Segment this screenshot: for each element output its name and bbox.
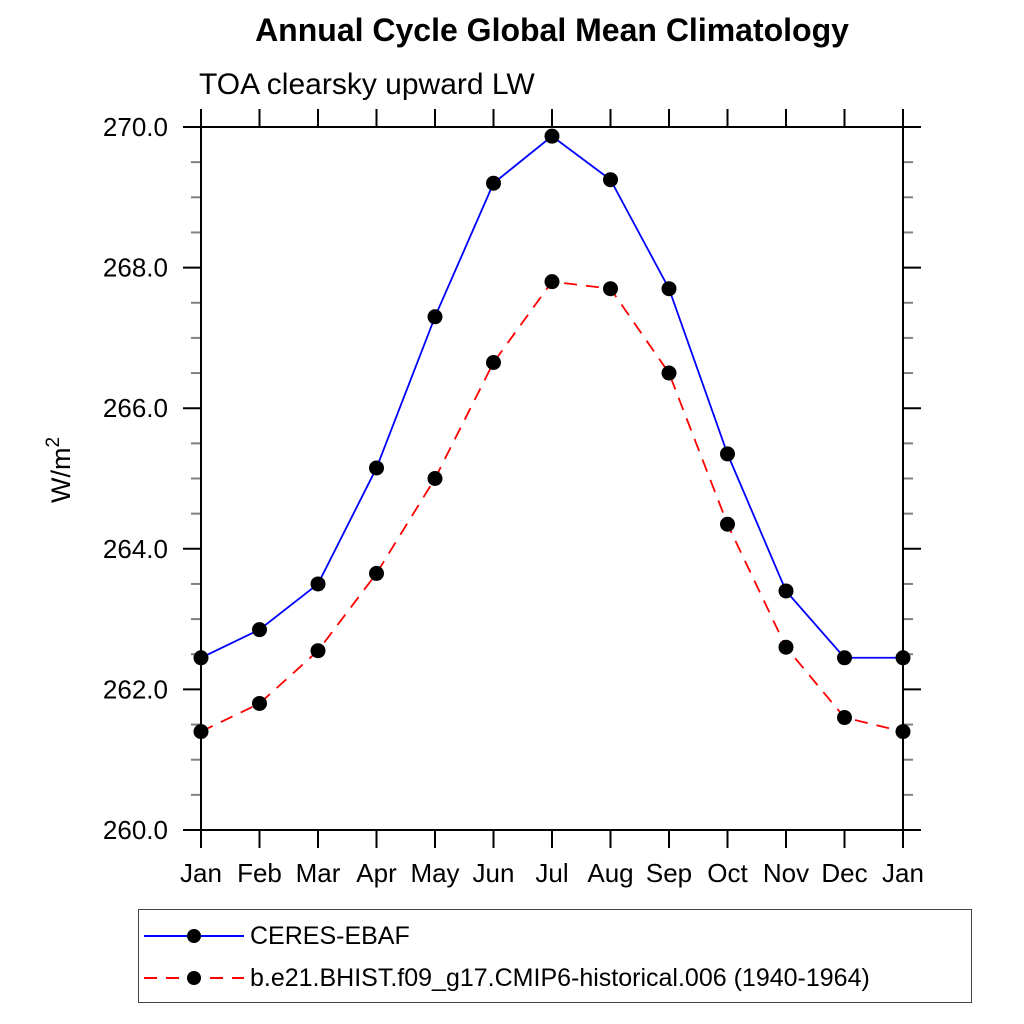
data-point-marker xyxy=(544,274,560,290)
legend-marker-dot-icon xyxy=(187,929,201,943)
x-tick-label: Oct xyxy=(707,858,748,888)
data-point-marker xyxy=(193,724,209,740)
data-point-marker xyxy=(603,172,618,188)
y-tick-label: 268.0 xyxy=(103,253,168,283)
data-point-marker xyxy=(837,710,852,726)
legend-item-model: b.e21.BHIST.f09_g17.CMIP6-historical.006… xyxy=(142,957,971,999)
data-point-marker xyxy=(837,650,852,666)
data-point-marker xyxy=(252,622,267,638)
data-point-marker xyxy=(369,460,384,476)
data-point-marker xyxy=(544,128,560,144)
chart-title: Annual Cycle Global Mean Climatology xyxy=(255,12,849,48)
series-markers-1 xyxy=(193,274,911,740)
y-tick-label: 270.0 xyxy=(103,112,168,142)
x-tick-label: Jun xyxy=(473,858,515,888)
legend-box: CERES-EBAF b.e21.BHIST.f09_g17.CMIP6-his… xyxy=(138,909,972,1003)
data-point-marker xyxy=(661,281,677,297)
y-axis-title: W/m2 xyxy=(43,437,76,503)
legend-label-model: b.e21.BHIST.f09_g17.CMIP6-historical.006… xyxy=(250,963,870,992)
x-tick-label: Jan xyxy=(882,858,924,888)
data-point-marker xyxy=(310,576,326,592)
data-point-marker xyxy=(778,583,794,599)
x-tick-label: Jul xyxy=(535,858,568,888)
axis-tick-labels: 260.0 262.0 264.0 266.0 268.0 270.0 Jan Feb Mar A… xyxy=(103,112,924,888)
data-point-marker xyxy=(193,650,209,666)
y-tick-label: 264.0 xyxy=(103,534,168,564)
series-line-1 xyxy=(200,280,904,733)
x-tick-label: Nov xyxy=(763,858,809,888)
x-tick-label: Jan xyxy=(180,858,222,888)
data-point-marker xyxy=(486,355,501,371)
data-point-marker xyxy=(427,309,443,325)
y-tick-label: 266.0 xyxy=(103,393,168,423)
x-tick-label: Dec xyxy=(821,858,867,888)
series-line-0 xyxy=(200,135,903,659)
data-point-marker xyxy=(310,643,326,659)
x-tick-label: Sep xyxy=(646,858,692,888)
data-point-marker xyxy=(661,365,677,381)
legend-item-ceres-ebaf: CERES-EBAF xyxy=(142,915,971,957)
y-tick-label: 260.0 xyxy=(103,815,168,845)
data-point-marker xyxy=(895,724,911,740)
data-point-marker xyxy=(369,565,384,581)
data-point-marker xyxy=(895,650,911,666)
data-point-marker xyxy=(778,639,794,655)
data-point-marker xyxy=(486,175,501,191)
data-point-marker xyxy=(720,516,735,532)
data-point-marker xyxy=(427,471,443,486)
data-point-marker xyxy=(252,695,267,711)
x-tick-label: Feb xyxy=(237,858,282,888)
legend-line-sample-solid xyxy=(144,929,244,943)
x-tick-label: Aug xyxy=(587,858,633,888)
x-tick-label: Mar xyxy=(296,858,341,888)
axis-major-ticks xyxy=(183,109,921,848)
series-markers-0 xyxy=(193,128,911,666)
x-tick-label: May xyxy=(410,858,459,888)
legend-label-ceres-ebaf: CERES-EBAF xyxy=(250,921,410,950)
data-point-marker xyxy=(720,446,735,462)
x-tick-label: Apr xyxy=(356,858,397,888)
y-axis-minor-ticks xyxy=(191,161,913,796)
legend-line-sample-dashed xyxy=(144,971,244,985)
chart-subtitle: TOA clearsky upward LW xyxy=(199,68,535,101)
y-tick-label: 262.0 xyxy=(103,674,168,704)
data-point-marker xyxy=(603,281,618,297)
legend-marker-dot-icon xyxy=(187,971,201,985)
plot-frame xyxy=(200,126,904,831)
